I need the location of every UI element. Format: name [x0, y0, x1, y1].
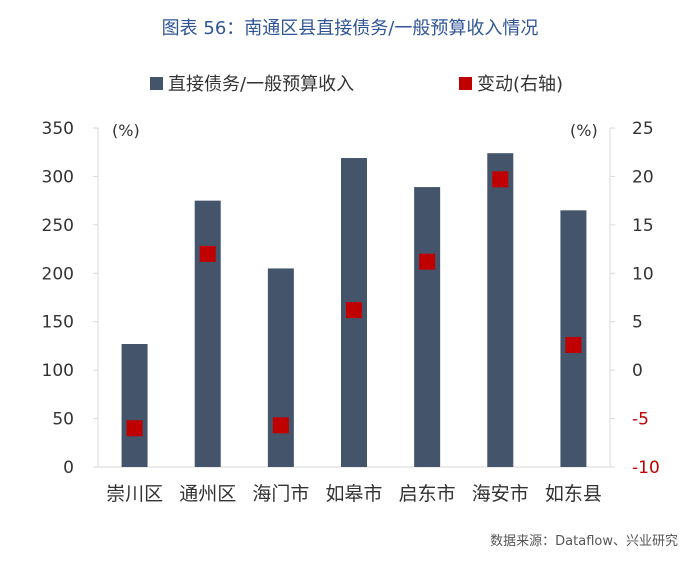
marker-point — [346, 302, 362, 319]
left-axis-unit: (%) — [112, 121, 140, 140]
left-tick-label: 50 — [52, 410, 74, 430]
x-tick-label: 通州区 — [179, 483, 236, 505]
right-axis-unit: (%) — [570, 121, 598, 140]
marker-point — [272, 417, 289, 434]
x-tick-label: 启东市 — [399, 483, 456, 505]
marker-point — [419, 253, 436, 270]
chart-title: 图表 56：南通区县直接债务/一般预算收入情况 — [161, 18, 539, 39]
marker-point — [199, 245, 216, 262]
bar — [194, 200, 221, 467]
left-tick-label: 300 — [42, 167, 74, 187]
source-note: 数据来源：Dataflow、兴业研究 — [490, 534, 678, 549]
x-tick-label: 海安市 — [472, 483, 529, 505]
x-tick-label: 海门市 — [252, 483, 309, 505]
bar — [267, 268, 294, 467]
x-tick-label: 如东县 — [545, 483, 602, 505]
marker-point — [565, 336, 582, 353]
left-tick-label: 100 — [42, 361, 74, 381]
right-tick-label: 25 — [632, 119, 654, 139]
left-tick-label: 150 — [42, 313, 74, 333]
right-tick-label: 10 — [632, 264, 654, 284]
right-tick-label: -10 — [632, 458, 660, 478]
x-tick-label: 如皋市 — [325, 483, 382, 505]
left-tick-label: 200 — [42, 264, 74, 284]
right-tick-label: 20 — [632, 167, 654, 187]
right-tick-label: 15 — [632, 216, 654, 236]
legend-swatch-marker — [459, 77, 472, 90]
right-tick-label: 5 — [632, 313, 643, 333]
left-tick-label: 250 — [42, 216, 74, 236]
bar — [121, 343, 148, 467]
bar — [414, 187, 441, 467]
right-tick-label: 0 — [632, 361, 643, 381]
marker-point — [492, 171, 509, 188]
x-tick-label: 崇川区 — [106, 483, 163, 505]
legend-swatch-bar — [150, 77, 163, 90]
left-tick-label: 350 — [42, 119, 74, 139]
right-tick-label: -5 — [632, 410, 649, 430]
legend-label-bar: 直接债务/一般预算收入 — [168, 74, 354, 95]
marker-point — [126, 420, 143, 437]
left-tick-label: 0 — [63, 458, 74, 478]
bar — [487, 153, 514, 467]
legend-label-marker: 变动(右轴) — [477, 74, 563, 95]
